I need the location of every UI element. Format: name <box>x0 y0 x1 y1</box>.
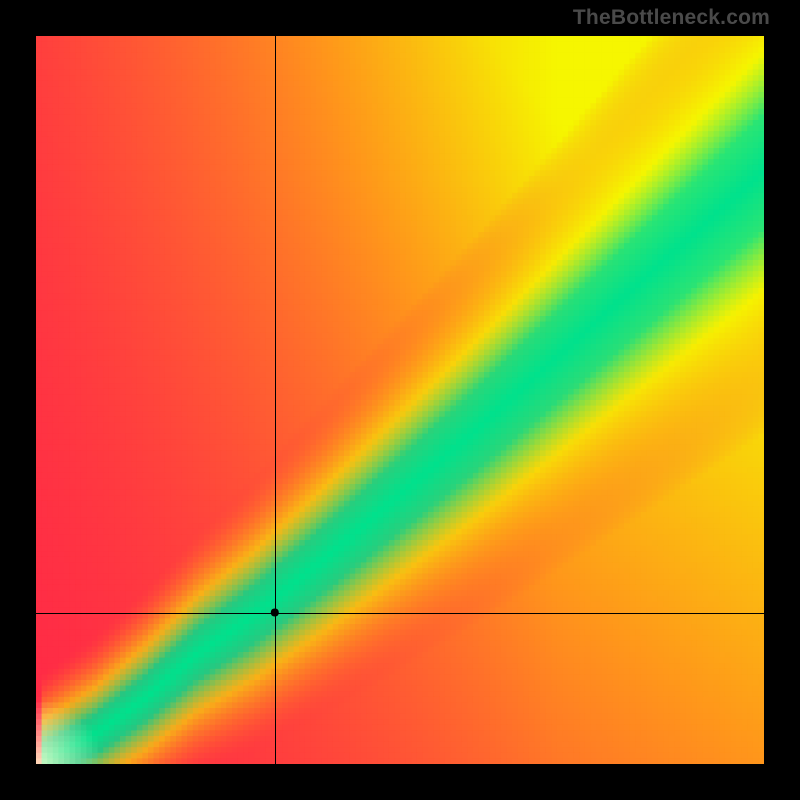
watermark-text: TheBottleneck.com <box>573 6 770 30</box>
heatmap-canvas <box>36 36 764 764</box>
chart-container: TheBottleneck.com <box>0 0 800 800</box>
heatmap-canvas-wrap <box>36 36 764 764</box>
